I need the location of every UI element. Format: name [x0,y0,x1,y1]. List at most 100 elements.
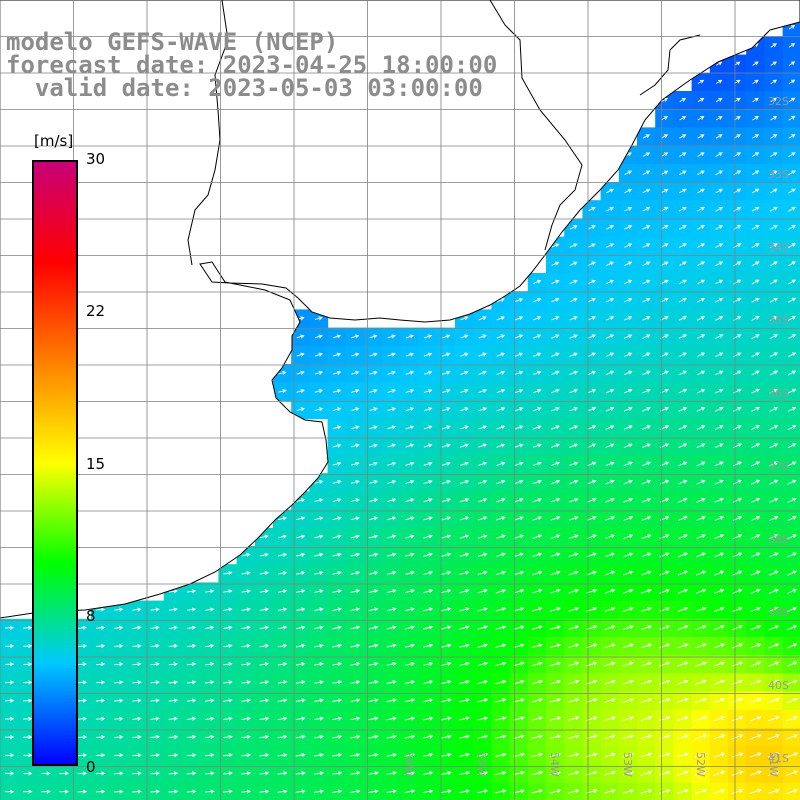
wind-arrow [514,352,524,357]
wind-arrow [495,625,507,630]
wind-arrow [678,516,688,521]
wind-arrow [186,680,197,685]
wind-arrow [770,134,778,139]
wind-arrow [605,534,616,539]
wind-arrow [624,352,633,357]
wind-arrow [77,625,87,630]
latitude-label: 36S [768,387,789,400]
wind-arrow [531,607,543,612]
wind-arrow [150,789,160,794]
wind-arrow [788,43,796,48]
wind-arrow [514,498,524,503]
wind-arrow [604,552,616,558]
wind-arrow [658,752,671,758]
wind-arrow [622,625,634,631]
wind-arrow [405,461,415,466]
wind-arrow [751,407,760,412]
wind-arrow [714,552,725,558]
wind-arrow [696,534,706,540]
wind-arrow [369,443,378,448]
wind-arrow [150,643,160,648]
wind-arrow [569,261,578,266]
wind-arrow [459,498,470,503]
wind-arrow [387,352,396,357]
wind-arrow [605,279,615,285]
wind-arrow [642,316,651,321]
wind-arrow [441,388,451,394]
wind-arrow [660,225,669,230]
wind-arrow [604,716,616,721]
wind-arrow [441,607,452,612]
wind-arrow [714,425,724,430]
wind-arrow [440,752,452,757]
wind-arrow [277,643,288,648]
wind-arrow [295,661,306,667]
wind-arrow [314,643,324,648]
wind-arrow [606,207,614,212]
wind-arrow [568,570,579,576]
wind-arrow [677,770,689,776]
wind-arrow [460,352,469,357]
wind-arrow [422,716,434,721]
wind-arrow [642,407,651,412]
wind-arrow [697,207,705,212]
wind-arrow [477,498,488,503]
wind-arrow [567,770,580,776]
wind-arrow [423,534,433,539]
wind-arrow [661,116,669,121]
wind-arrow [695,679,707,685]
wind-arrow [350,752,361,758]
wind-arrow [587,207,596,212]
wind-arrow [513,698,525,703]
wind-arrow [642,388,651,394]
wind-arrow [678,425,688,430]
wind-arrow [751,279,760,285]
wind-arrow [168,589,178,594]
wind-arrow [641,461,652,467]
wind-arrow [313,698,324,703]
wind-arrow [23,753,33,758]
wind-arrow [732,570,743,576]
wind-arrow [423,607,434,612]
wind-arrow [678,225,687,230]
wind-arrow [496,479,506,485]
wind-arrow [605,461,615,467]
wind-arrow [205,643,215,648]
wind-arrow [350,643,361,648]
wind-arrow [296,370,305,375]
wind-arrow [332,589,342,594]
wind-arrow [715,352,724,358]
wind-arrow [132,643,142,649]
wind-arrow [350,461,360,466]
wind-arrow [768,697,780,704]
wind-arrow [422,771,434,776]
wind-arrow [332,516,342,521]
wind-arrow [350,789,361,794]
wind-arrow [787,588,798,594]
wind-arrow [695,734,707,740]
longitude-label: 56W [402,752,415,777]
wind-arrow [751,352,760,358]
wind-arrow [459,534,470,539]
wind-arrow [532,552,543,558]
wind-arrow [751,443,761,449]
wind-arrow [459,570,470,576]
wind-arrow [186,698,197,703]
wind-arrow [460,388,469,394]
wind-arrow [749,770,762,776]
wind-arrow [514,388,524,394]
wind-arrow [296,498,306,503]
wind-arrow [132,607,142,612]
wind-arrow [368,734,379,739]
wind-arrow [551,261,560,266]
wind-arrow [569,297,578,303]
wind-arrow [77,716,88,721]
wind-arrow [422,625,434,630]
wind-arrow [241,771,252,776]
wind-arrow [332,352,342,357]
wind-arrow [241,753,252,758]
wind-arrow [732,479,743,485]
wind-arrow [259,698,270,703]
wind-arrow [551,425,560,430]
wind-arrow [150,734,160,740]
